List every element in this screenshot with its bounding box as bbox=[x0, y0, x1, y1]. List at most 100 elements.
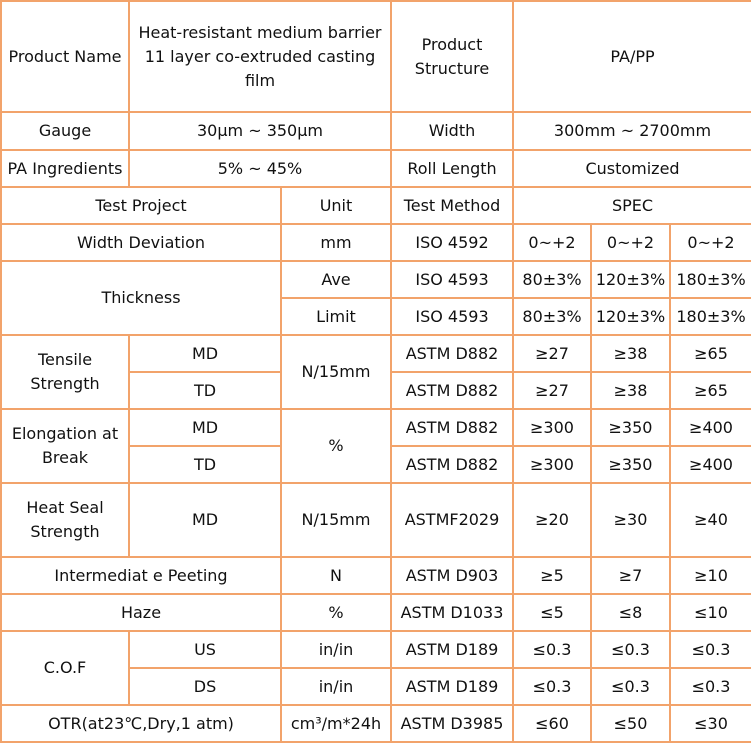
elongation-md-label: MD bbox=[128, 408, 282, 447]
roll-length-label: Roll Length bbox=[390, 149, 514, 188]
heat-seal-name: Heat Seal Strength bbox=[0, 482, 130, 558]
spec-value: ≥27 bbox=[512, 334, 592, 373]
thickness-ave-row: Thickness Ave ISO 4593 80±3% 120±3% 180±… bbox=[0, 260, 751, 336]
tensile-unit: N/15mm bbox=[280, 334, 392, 410]
heat-seal-unit: N/15mm bbox=[280, 482, 392, 558]
pa-ingredients-row: PA Ingredients 5% ~ 45% Roll Length Cust… bbox=[0, 149, 751, 188]
test-method-header: Test Method bbox=[390, 186, 514, 225]
heat-seal-row: Heat Seal Strength MD N/15mm ASTMF2029 ≥… bbox=[0, 482, 751, 558]
intermediate-peeting-method: ASTM D903 bbox=[390, 556, 514, 595]
thickness-limit-row: Limit ISO 4593 80±3% 120±3% 180±3% bbox=[1, 297, 751, 336]
spec-value: 120±3% bbox=[590, 297, 671, 336]
thickness-name: Thickness bbox=[0, 260, 282, 336]
spec-value: ≥400 bbox=[668, 445, 751, 484]
width-deviation-method: ISO 4592 bbox=[390, 223, 514, 262]
product-name-value: Heat-resistant medium barrier 11 layer c… bbox=[128, 0, 392, 113]
column-header-row: Test Project Unit Test Method SPEC bbox=[0, 186, 751, 225]
cof-ds-method: ASTM D189 bbox=[390, 667, 514, 706]
spec-value: 180±3% bbox=[668, 297, 751, 336]
cof-us-method: ASTM D189 bbox=[390, 630, 514, 669]
spec-value: ≥300 bbox=[512, 445, 592, 484]
pa-ingredients-label: PA Ingredients bbox=[0, 149, 130, 188]
width-value: 300mm ~ 2700mm bbox=[511, 111, 751, 151]
spec-value: ≥400 bbox=[668, 408, 751, 447]
haze-method: ASTM D1033 bbox=[390, 593, 514, 632]
tensile-td-label: TD bbox=[128, 371, 282, 410]
tensile-strength-name: Tensile Strength bbox=[0, 334, 130, 410]
tensile-td-row: TD ASTM D882 ≥27 ≥38 ≥65 bbox=[1, 371, 751, 410]
haze-name: Haze bbox=[0, 593, 282, 632]
thickness-limit-label: Limit bbox=[280, 297, 392, 336]
spec-value: ≤8 bbox=[590, 593, 671, 632]
gauge-value: 30μm ~ 350μm bbox=[128, 111, 392, 151]
spec-value: 0~+2 bbox=[512, 223, 592, 262]
spec-header: SPEC bbox=[511, 186, 751, 225]
spec-value: 80±3% bbox=[512, 297, 592, 336]
product-name-row: Product Name Heat-resistant medium barri… bbox=[0, 0, 751, 113]
tensile-td-method: ASTM D882 bbox=[390, 371, 514, 410]
spec-value: ≥30 bbox=[590, 482, 671, 558]
thickness-ave-label: Ave bbox=[280, 260, 392, 299]
spec-value: ≤0.3 bbox=[512, 630, 592, 669]
otr-name: OTR(at23℃,Dry,1 atm) bbox=[0, 704, 282, 743]
spec-value: ≥5 bbox=[512, 556, 592, 595]
gauge-label: Gauge bbox=[0, 111, 130, 151]
cof-ds-unit: in/in bbox=[280, 667, 392, 706]
elongation-md-method: ASTM D882 bbox=[390, 408, 514, 447]
spec-value: ≥65 bbox=[668, 371, 751, 410]
elongation-td-label: TD bbox=[128, 445, 282, 484]
cof-name: C.O.F bbox=[0, 630, 130, 706]
haze-unit: % bbox=[280, 593, 392, 632]
pa-ingredients-value: 5% ~ 45% bbox=[128, 149, 392, 188]
test-project-header: Test Project bbox=[0, 186, 282, 225]
intermediate-peeting-name: Intermediat e Peeting bbox=[0, 556, 282, 595]
spec-value: ≥27 bbox=[512, 371, 592, 410]
spec-value: ≤5 bbox=[512, 593, 592, 632]
product-structure-value: PA/PP bbox=[511, 0, 751, 113]
spec-value: ≤0.3 bbox=[590, 630, 671, 669]
spec-value: ≥7 bbox=[590, 556, 671, 595]
product-structure-label: Product Structure bbox=[390, 0, 514, 113]
thickness-ave-method: ISO 4593 bbox=[390, 260, 514, 299]
spec-value: ≤30 bbox=[668, 704, 751, 743]
spec-value: ≥350 bbox=[590, 408, 671, 447]
spec-value: ≥38 bbox=[590, 334, 671, 373]
elongation-unit: % bbox=[280, 408, 392, 484]
otr-unit: cm³/m*24h bbox=[280, 704, 392, 743]
spec-value: ≥20 bbox=[512, 482, 592, 558]
thickness-limit-method: ISO 4593 bbox=[390, 297, 514, 336]
otr-method: ASTM D3985 bbox=[390, 704, 514, 743]
tensile-md-method: ASTM D882 bbox=[390, 334, 514, 373]
spec-value: ≤50 bbox=[590, 704, 671, 743]
width-deviation-row: Width Deviation mm ISO 4592 0~+2 0~+2 0~… bbox=[0, 223, 751, 262]
tensile-md-row: Tensile Strength MD N/15mm ASTM D882 ≥27… bbox=[0, 334, 751, 410]
width-deviation-name: Width Deviation bbox=[0, 223, 282, 262]
roll-length-value: Customized bbox=[511, 149, 751, 188]
elongation-td-row: TD ASTM D882 ≥300 ≥350 ≥400 bbox=[1, 445, 751, 484]
haze-row: Haze % ASTM D1033 ≤5 ≤8 ≤10 bbox=[0, 593, 751, 632]
spec-value: ≥10 bbox=[668, 556, 751, 595]
spec-value: ≤0.3 bbox=[668, 630, 751, 669]
spec-value: ≥65 bbox=[668, 334, 751, 373]
elongation-td-method: ASTM D882 bbox=[390, 445, 514, 484]
cof-us-row: C.O.F US in/in ASTM D189 ≤0.3 ≤0.3 ≤0.3 bbox=[0, 630, 751, 706]
unit-header: Unit bbox=[280, 186, 392, 225]
width-label: Width bbox=[390, 111, 514, 151]
spec-value: ≥40 bbox=[668, 482, 751, 558]
spec-value: 180±3% bbox=[668, 260, 751, 299]
spec-value: ≥300 bbox=[512, 408, 592, 447]
otr-row: OTR(at23℃,Dry,1 atm) cm³/m*24h ASTM D398… bbox=[0, 704, 751, 743]
spec-value: ≥38 bbox=[590, 371, 671, 410]
gauge-row: Gauge 30μm ~ 350μm Width 300mm ~ 2700mm bbox=[0, 111, 751, 151]
spec-value: ≤60 bbox=[512, 704, 592, 743]
cof-us-unit: in/in bbox=[280, 630, 392, 669]
elongation-md-row: Elongation at Break MD % ASTM D882 ≥300 … bbox=[0, 408, 751, 484]
intermediate-peeting-unit: N bbox=[280, 556, 392, 595]
spec-value: ≤0.3 bbox=[590, 667, 671, 706]
spec-value: ≤10 bbox=[668, 593, 751, 632]
heat-seal-md-label: MD bbox=[128, 482, 282, 558]
spec-value: 120±3% bbox=[590, 260, 671, 299]
spec-value: ≤0.3 bbox=[512, 667, 592, 706]
spec-value: ≤0.3 bbox=[668, 667, 751, 706]
